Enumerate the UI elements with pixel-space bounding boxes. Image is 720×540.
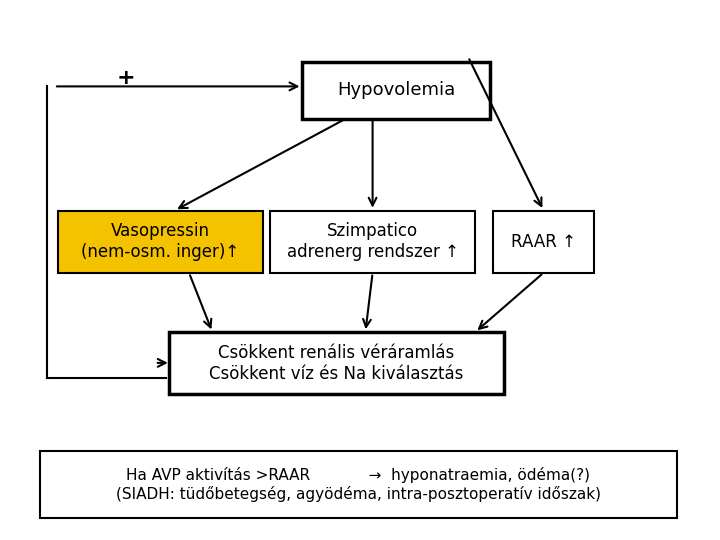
Text: Vasopressin
(nem-osm. inger)↑: Vasopressin (nem-osm. inger)↑ bbox=[81, 222, 239, 261]
Bar bbox=[270, 211, 475, 273]
Bar bbox=[493, 211, 594, 273]
Text: Ha AVP aktivítás >RAAR            →  hyponatraemia, ödéma(?)
(SIADH: tüdőbetegsé: Ha AVP aktivítás >RAAR → hyponatraemia, … bbox=[116, 467, 600, 502]
Text: RAAR ↑: RAAR ↑ bbox=[511, 233, 576, 251]
Text: +: + bbox=[117, 68, 135, 89]
Bar bbox=[169, 332, 504, 394]
Bar bbox=[58, 211, 263, 273]
Text: Hypovolemia: Hypovolemia bbox=[337, 82, 455, 99]
Bar bbox=[40, 451, 677, 518]
Bar bbox=[302, 62, 490, 119]
Text: Csökkent renális véráramlás
Csökkent víz és Na kiválasztás: Csökkent renális véráramlás Csökkent víz… bbox=[210, 344, 464, 382]
Text: Szimpatico
adrenerg rendszer ↑: Szimpatico adrenerg rendszer ↑ bbox=[287, 222, 459, 261]
